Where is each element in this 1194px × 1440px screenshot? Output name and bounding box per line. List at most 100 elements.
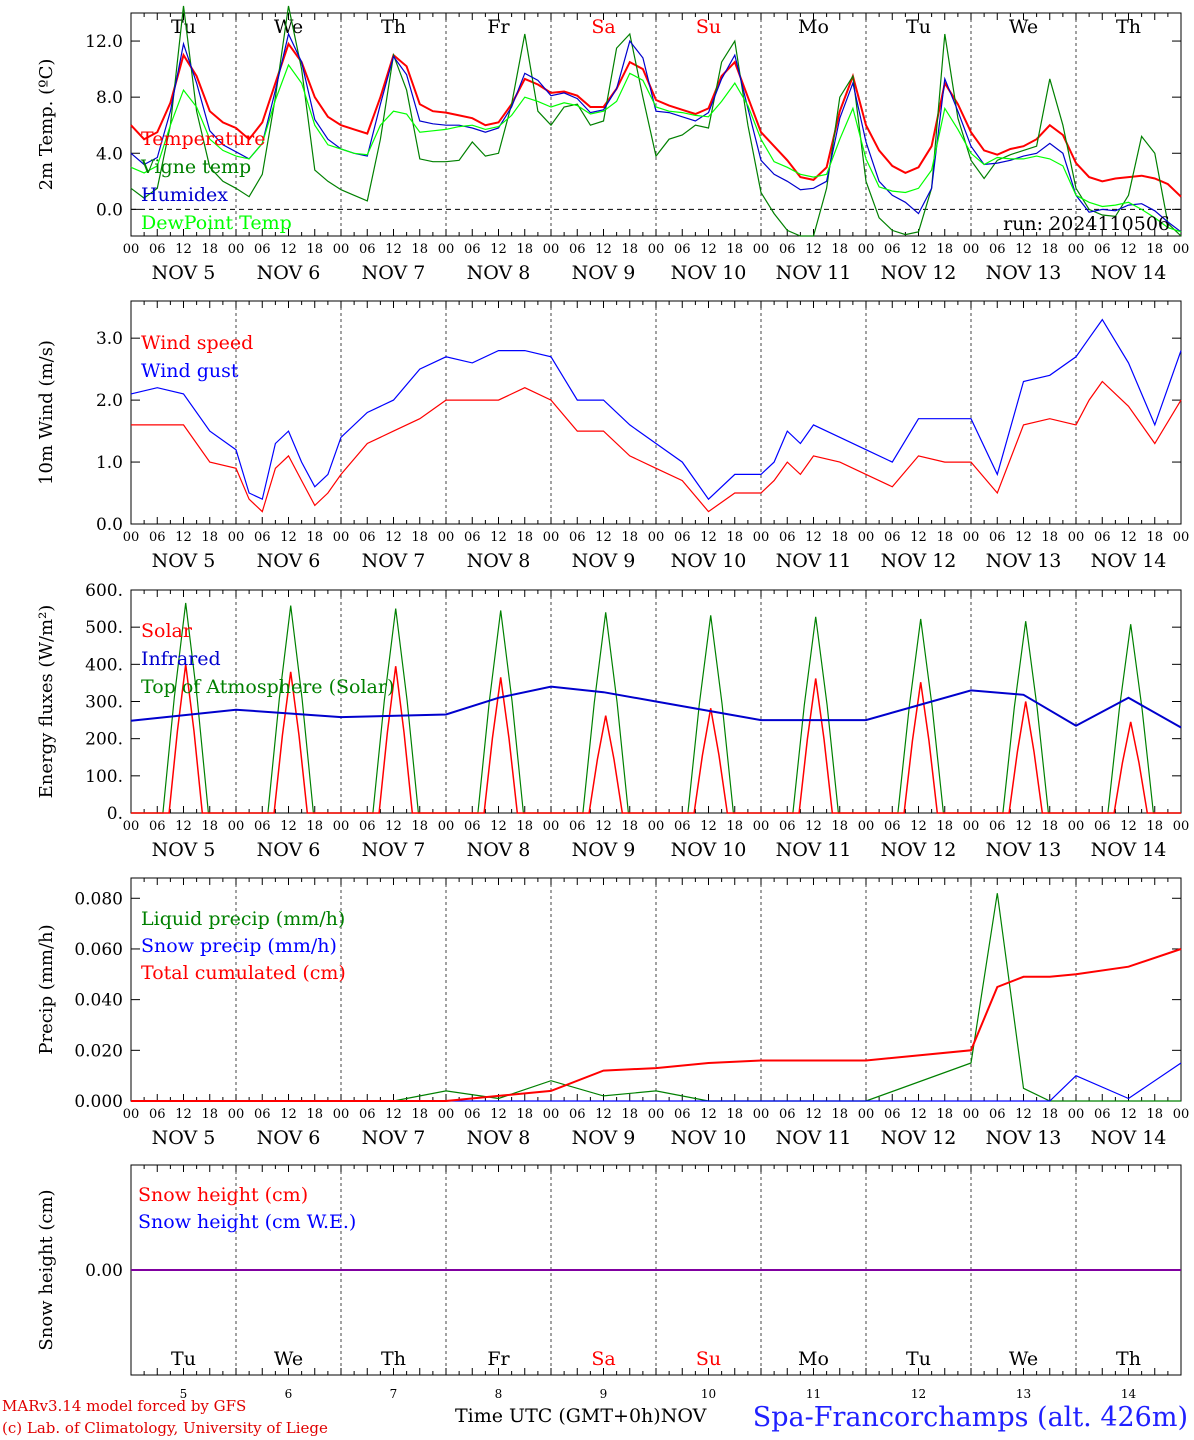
series-line: [130, 63, 1182, 233]
hour-label: 00: [438, 530, 455, 545]
day-number-label: 7: [390, 1387, 398, 1400]
hour-label: 06: [779, 530, 796, 545]
hour-label: 12: [280, 819, 297, 834]
day-number-label: 14: [1121, 1387, 1137, 1400]
hour-label: 12: [1120, 819, 1137, 834]
weekday-label: Tu: [906, 16, 931, 38]
hour-label: 06: [674, 242, 691, 257]
hour-label: 18: [726, 242, 743, 257]
hour-label: 06: [1094, 242, 1111, 257]
legend-entry: Liquid precip (mm/h): [141, 908, 345, 930]
hour-label: 06: [989, 242, 1006, 257]
hour-label: 18: [831, 242, 848, 257]
hour-label: 06: [674, 819, 691, 834]
hour-label: 00: [438, 1107, 455, 1122]
hour-label: 00: [648, 242, 665, 257]
date-label: NOV 5: [152, 1127, 216, 1149]
hour-label: 18: [306, 819, 323, 834]
y-tick-label: 0.000: [74, 1092, 123, 1112]
hour-label: 06: [569, 242, 586, 257]
hour-label: 06: [779, 1107, 796, 1122]
y-axis-title: Energy fluxes (W/m²): [36, 605, 57, 799]
date-label: NOV 7: [362, 262, 426, 284]
hour-label: 00: [858, 819, 875, 834]
y-tick-label: 0.00: [85, 1261, 123, 1281]
y-tick-label: 500.: [85, 618, 123, 638]
hour-label: 18: [516, 1107, 533, 1122]
day-number-label: 5: [180, 1387, 188, 1400]
weekday-label: Tu: [906, 1348, 931, 1370]
date-label: NOV 7: [362, 1127, 426, 1149]
hour-label: 18: [831, 819, 848, 834]
y-tick-label: 200.: [85, 730, 123, 750]
hour-label: 00: [648, 530, 665, 545]
hour-label: 00: [228, 242, 245, 257]
hour-label: 12: [805, 819, 822, 834]
series-line: [130, 41, 1182, 198]
hour-label: 12: [910, 530, 927, 545]
series-line-solar: [131, 664, 1181, 814]
hour-label: 06: [359, 819, 376, 834]
hour-label: 06: [569, 530, 586, 545]
hour-label: 06: [149, 242, 166, 257]
hour-label: 12: [280, 242, 297, 257]
legend-entry: Solar: [141, 620, 193, 642]
hour-label: 06: [569, 1107, 586, 1122]
hour-label: 12: [385, 530, 402, 545]
model-credit: MARv3.14 model forced by GFS: [2, 1397, 247, 1415]
date-label: NOV 6: [257, 839, 321, 861]
date-label: NOV 9: [572, 262, 636, 284]
hour-label: 12: [385, 242, 402, 257]
hour-label: 06: [779, 242, 796, 257]
hour-label: 00: [648, 1107, 665, 1122]
hour-label: 12: [490, 530, 507, 545]
hour-label: 06: [254, 819, 271, 834]
date-label: NOV 8: [467, 550, 531, 572]
hour-label: 12: [280, 530, 297, 545]
weekday-label: Th: [1116, 16, 1141, 38]
date-label: NOV 14: [1091, 839, 1167, 861]
weekday-label: We: [1009, 1348, 1038, 1370]
hour-label: 18: [831, 1107, 848, 1122]
hour-label: 18: [201, 1107, 218, 1122]
y-tick-label: 8.0: [96, 88, 123, 108]
date-label: NOV 10: [671, 1127, 747, 1149]
series-line: [131, 380, 1182, 513]
hour-label: 06: [884, 530, 901, 545]
legend-entry: DewPoint Temp: [141, 212, 292, 234]
date-label: NOV 6: [257, 1127, 321, 1149]
hour-label: 18: [516, 819, 533, 834]
hour-label: 06: [149, 819, 166, 834]
weekday-label: Th: [381, 1348, 406, 1370]
hour-label: 00: [543, 1107, 560, 1122]
weekday-label: Sa: [591, 1348, 615, 1370]
hour-label: 12: [595, 530, 612, 545]
day-number-label: 13: [1016, 1387, 1031, 1400]
hour-label: 18: [516, 530, 533, 545]
date-label: NOV 10: [671, 550, 747, 572]
hour-label: 18: [411, 530, 428, 545]
hour-label: 00: [753, 242, 770, 257]
hour-label: 18: [516, 242, 533, 257]
y-tick-label: 300.: [85, 693, 123, 713]
weekday-label: Th: [1116, 1348, 1141, 1370]
weekday-label: Fr: [487, 1348, 510, 1370]
hour-label: 00: [123, 530, 140, 545]
date-label: NOV 11: [776, 839, 852, 861]
hour-label: 00: [963, 242, 980, 257]
y-tick-label: 0.060: [74, 940, 123, 960]
hour-label: 06: [569, 819, 586, 834]
hour-label: 00: [1173, 242, 1190, 257]
hour-label: 12: [595, 242, 612, 257]
hour-label: 00: [1068, 819, 1085, 834]
date-label: NOV 8: [467, 839, 531, 861]
legend-entry: Snow precip (mm/h): [141, 935, 337, 957]
hour-label: 12: [1015, 1107, 1032, 1122]
hour-label: 12: [175, 819, 192, 834]
date-label: NOV 9: [572, 1127, 636, 1149]
hour-label: 06: [359, 530, 376, 545]
hour-label: 06: [989, 1107, 1006, 1122]
date-label: NOV 14: [1091, 550, 1167, 572]
hour-label: 06: [464, 819, 481, 834]
